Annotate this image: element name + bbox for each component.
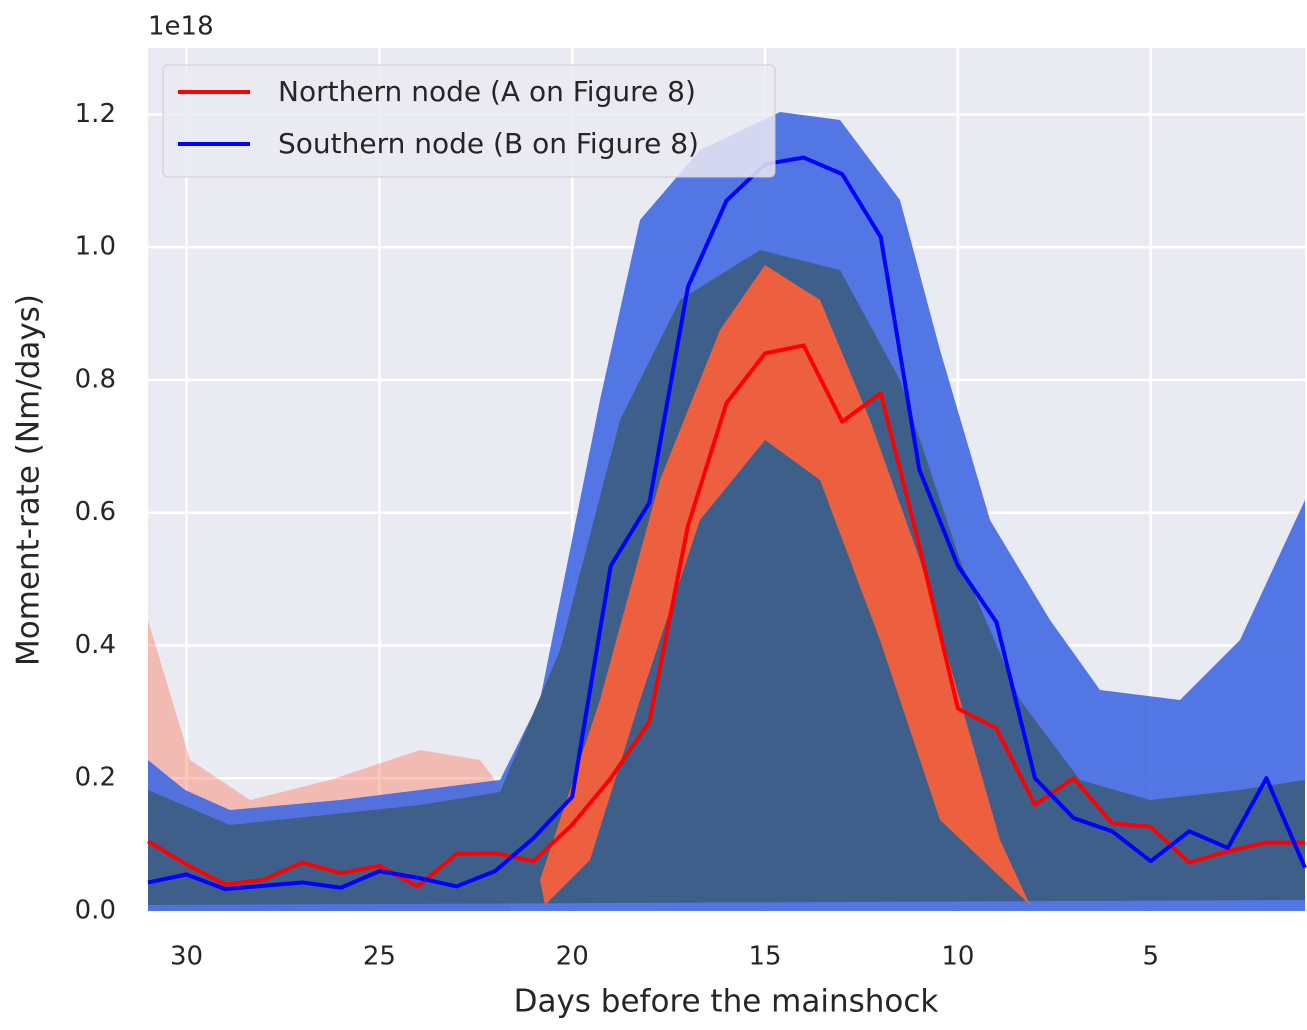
x-tick-label: 25 [363, 942, 396, 972]
offset-text: 1e18 [148, 12, 214, 42]
ensemble-band [148, 250, 1305, 905]
x-tick-label: 10 [941, 942, 974, 972]
x-tick-label: 15 [749, 942, 782, 972]
x-axis-label: Days before the mainshock [514, 984, 939, 1020]
y-tick-label: 0.4 [75, 630, 116, 660]
y-tick-label: 1.2 [75, 99, 116, 129]
y-tick-label: 0.6 [75, 497, 116, 527]
ensemble-band [540, 265, 1030, 905]
x-tick-label: 5 [1142, 942, 1159, 972]
y-axis-label: Moment-rate (Nm/days) [11, 294, 47, 666]
series-line [146, 343, 1305, 889]
legend-label: Southern node (B on Figure 8) [278, 127, 699, 160]
series-line [147, 155, 1307, 892]
x-tick-label: 20 [556, 942, 589, 972]
y-tick-label: 1.0 [75, 232, 116, 262]
legend: Northern node (A on Figure 8) Southern n… [162, 64, 776, 178]
y-tick-label: 0.8 [75, 364, 116, 394]
ensemble [148, 112, 1305, 911]
legend-label: Northern node (A on Figure 8) [278, 75, 696, 108]
lines [146, 155, 1307, 892]
legend-frame [162, 64, 776, 178]
y-tick-label: 0.2 [75, 763, 116, 793]
x-tick-label: 30 [170, 942, 203, 972]
y-tick-label: 0.0 [75, 896, 116, 926]
